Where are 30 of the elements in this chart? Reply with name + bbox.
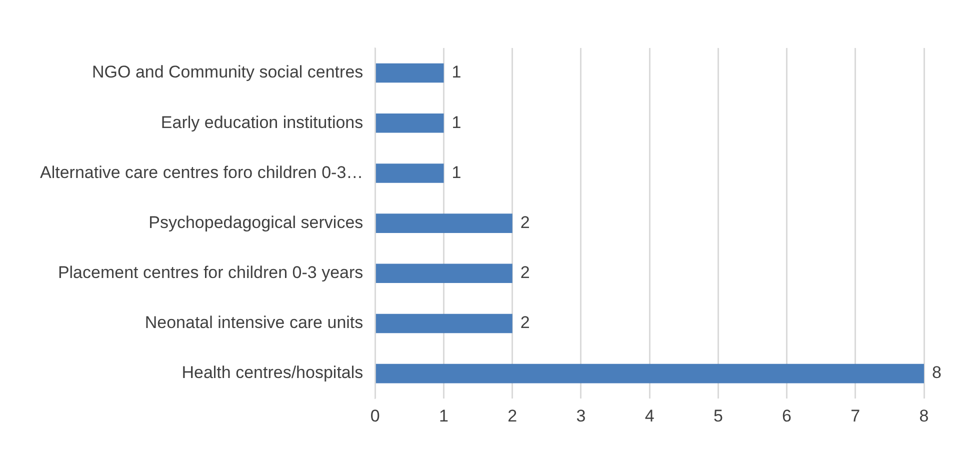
x-tick-label: 7 — [850, 406, 860, 426]
x-tick-label: 1 — [439, 406, 448, 426]
data-label: 2 — [520, 212, 530, 232]
bar — [376, 63, 444, 83]
y-tick-label: Neonatal intensive care units — [144, 313, 364, 332]
x-tick-label: 4 — [644, 406, 654, 426]
bar — [376, 113, 444, 133]
data-label: 1 — [452, 112, 462, 132]
y-tick-label: Placement centres for children 0-3 years — [58, 263, 364, 282]
data-label: 1 — [452, 62, 462, 82]
bar — [376, 364, 924, 384]
x-tick-label: 5 — [713, 406, 723, 426]
data-label: 8 — [932, 363, 942, 382]
y-tick-label: Early education institutions — [160, 112, 364, 132]
data-label: 2 — [520, 313, 530, 332]
x-tick-label: 0 — [370, 406, 380, 426]
bar — [376, 314, 512, 334]
y-tick-label: Psychopedagogical services — [148, 212, 364, 232]
bar — [376, 264, 512, 284]
bar — [376, 214, 512, 233]
x-tick-label: 3 — [576, 406, 586, 426]
bar — [376, 164, 444, 183]
x-tick-label: 2 — [508, 406, 518, 426]
y-tick-label: Alternative care centres foro children 0-3… — [40, 162, 364, 182]
y-tick-label: Health centres/hospitals — [182, 363, 364, 382]
x-tick-label: 8 — [919, 406, 929, 426]
x-tick-label: 6 — [782, 406, 792, 426]
y-tick-label: NGO and Community social centres — [92, 62, 364, 82]
data-label: 1 — [452, 162, 462, 182]
data-label: 2 — [520, 263, 530, 282]
